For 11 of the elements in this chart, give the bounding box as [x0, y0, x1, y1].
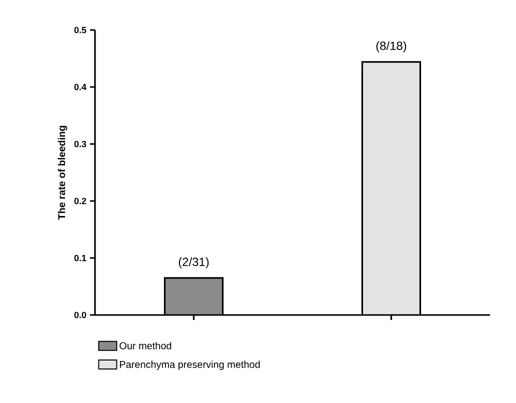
y-tick-label: 0.3 — [74, 140, 86, 148]
data-label: (2/31) — [178, 257, 209, 268]
data-label: (8/18) — [376, 41, 406, 52]
y-tick-label: 0.1 — [74, 254, 86, 262]
y-tick-label: 0.5 — [74, 26, 86, 34]
legend-label: Our method — [120, 342, 172, 350]
y-axis-title: The rate of bleeding — [58, 126, 68, 220]
y-tick-label: 0.4 — [74, 84, 86, 90]
legend-label: Parenchyma preserving method — [120, 360, 260, 370]
y-tick-label: 0.2 — [74, 198, 86, 204]
y-tick-label: 0.0 — [74, 312, 86, 318]
